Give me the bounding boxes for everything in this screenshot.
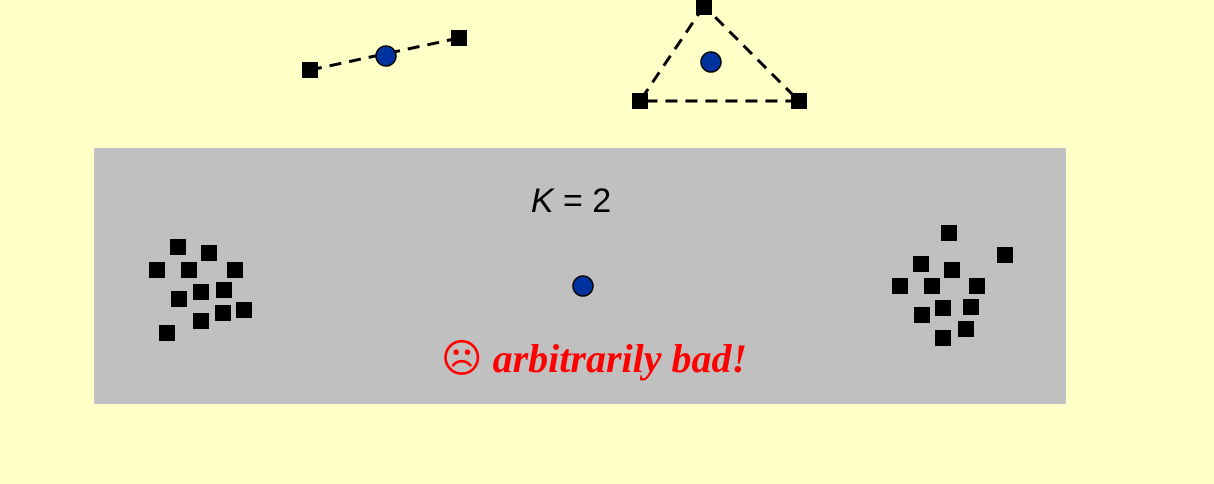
- data-point: [958, 321, 974, 337]
- data-point: [215, 305, 231, 321]
- data-point: [216, 282, 232, 298]
- data-point: [181, 262, 197, 278]
- data-point: [913, 256, 929, 272]
- k-label: K = 2: [531, 182, 611, 220]
- k-value: = 2: [554, 182, 612, 220]
- data-point: [193, 284, 209, 300]
- data-point: [302, 62, 318, 78]
- data-point: [170, 239, 186, 255]
- centroid: [572, 275, 594, 297]
- data-point: [159, 325, 175, 341]
- data-point: [935, 300, 951, 316]
- data-point: [941, 225, 957, 241]
- data-point: [791, 93, 807, 109]
- data-point: [632, 93, 648, 109]
- data-point: [914, 307, 930, 323]
- data-point: [963, 299, 979, 315]
- data-point: [892, 278, 908, 294]
- centroid: [375, 45, 397, 67]
- dashed-triangle: [637, 3, 803, 103]
- data-point: [997, 247, 1013, 263]
- dashed-connector: [309, 36, 460, 72]
- data-point: [451, 30, 467, 46]
- data-point: [969, 278, 985, 294]
- data-point: [924, 278, 940, 294]
- centroid: [700, 51, 722, 73]
- data-point: [944, 262, 960, 278]
- left-cluster: [149, 239, 252, 341]
- verdict-message: arbitrarily bad!: [483, 336, 747, 381]
- data-point: [227, 262, 243, 278]
- data-point: [935, 330, 951, 346]
- data-point: [193, 313, 209, 329]
- two-point-example: [302, 30, 467, 78]
- verdict-text: ☹ arbitrarily bad!: [441, 336, 747, 382]
- data-point: [201, 245, 217, 261]
- k-variable: K: [531, 182, 555, 220]
- frowning-face-icon: ☹: [441, 336, 483, 382]
- triangle-example: [632, 0, 807, 109]
- data-point: [149, 262, 165, 278]
- data-point: [236, 302, 252, 318]
- data-point: [696, 0, 712, 15]
- right-cluster: [892, 225, 1013, 346]
- data-point: [171, 291, 187, 307]
